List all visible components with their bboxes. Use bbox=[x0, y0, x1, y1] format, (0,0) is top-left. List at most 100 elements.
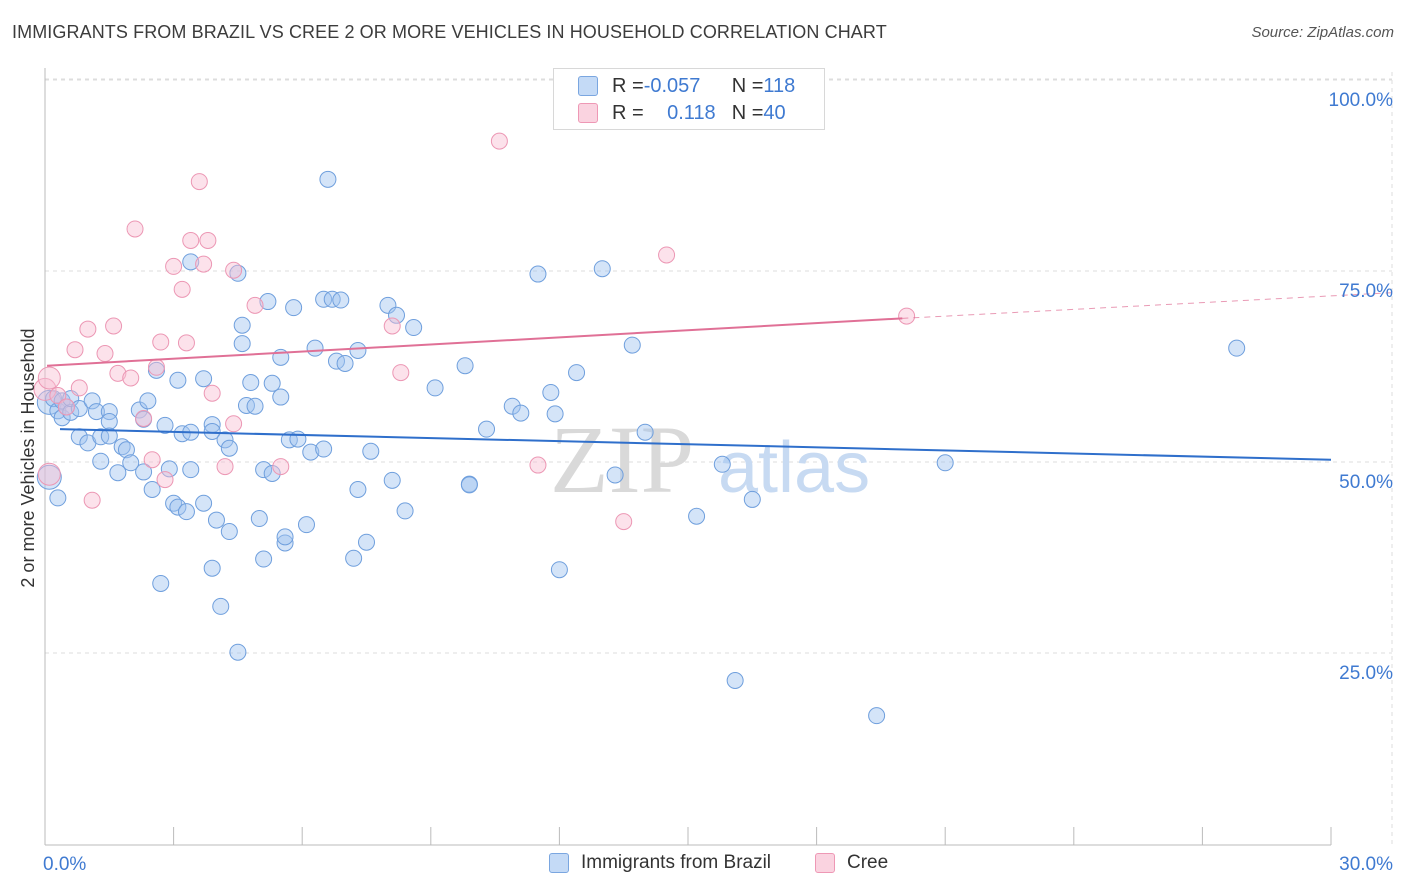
brazil-point bbox=[169, 371, 187, 389]
brazil-point bbox=[606, 466, 624, 484]
brazil-point bbox=[276, 528, 294, 546]
cree-point bbox=[177, 334, 195, 352]
gridlines bbox=[45, 72, 1393, 845]
cree-trend-line bbox=[46, 317, 903, 367]
brazil-point bbox=[169, 498, 187, 516]
brazil-point bbox=[122, 454, 140, 472]
y-axis-label: 2 or more Vehicles in Household bbox=[18, 328, 38, 587]
brazil-point bbox=[289, 430, 307, 448]
brazil-point bbox=[100, 413, 118, 431]
brazil-point bbox=[242, 374, 260, 392]
cree-point bbox=[246, 296, 264, 314]
cree-point bbox=[70, 379, 88, 397]
brazil-point bbox=[276, 534, 294, 552]
brazil-point bbox=[280, 431, 298, 449]
cree-point bbox=[49, 387, 67, 405]
trend-lines bbox=[46, 292, 1393, 461]
brazil-point bbox=[306, 339, 324, 357]
watermark-zip: ZIP bbox=[550, 406, 694, 513]
correlation-legend: R = -0.057 N = 118 R = 0.118 N = 40 bbox=[553, 68, 825, 130]
brazil-point bbox=[182, 461, 200, 479]
legend-n-value-cree: 40 bbox=[763, 101, 786, 124]
brazil-point bbox=[349, 341, 367, 359]
brazil-point bbox=[388, 306, 406, 324]
brazil-point bbox=[237, 396, 255, 414]
watermark-atlas: atlas bbox=[718, 428, 870, 508]
brazil-point bbox=[212, 597, 230, 615]
brazil-point bbox=[87, 403, 105, 421]
brazil-point bbox=[203, 559, 221, 577]
brazil-point bbox=[315, 290, 333, 308]
brazil-point bbox=[117, 441, 135, 459]
brazil-point bbox=[130, 401, 148, 419]
cree-point bbox=[195, 255, 213, 273]
brazil-point bbox=[405, 319, 423, 337]
brazil-point bbox=[70, 400, 88, 418]
brazil-point bbox=[92, 452, 110, 470]
brazil-point bbox=[379, 296, 397, 314]
brazil-point bbox=[233, 335, 251, 353]
brazil-point bbox=[336, 354, 354, 372]
cree-point bbox=[57, 398, 75, 416]
brazil-point bbox=[139, 392, 157, 410]
brazil-point bbox=[83, 392, 101, 410]
cree-point bbox=[83, 491, 101, 509]
legend-r-value-brazil: -0.057 bbox=[643, 74, 701, 97]
cree-point bbox=[272, 458, 290, 476]
bottom-legend-label-cree: Cree bbox=[847, 852, 889, 873]
brazil-point bbox=[92, 428, 110, 446]
cree-point bbox=[96, 345, 114, 363]
bottom-legend-label-brazil: Immigrants from Brazil bbox=[581, 852, 772, 873]
brazil-point bbox=[358, 533, 375, 551]
legend-n-label: N = bbox=[731, 74, 764, 97]
brazil-point bbox=[220, 439, 238, 457]
cree-point bbox=[216, 458, 234, 476]
brazil-point bbox=[109, 464, 127, 482]
legend-swatch-brazil bbox=[578, 76, 598, 96]
brazil-point bbox=[229, 643, 247, 661]
y-tick-label: 75.0% bbox=[1339, 281, 1393, 302]
legend-n-label: N = bbox=[731, 101, 764, 124]
brazil-point bbox=[383, 471, 401, 489]
brazil-trend-line bbox=[59, 428, 1332, 461]
brazil-point bbox=[936, 454, 954, 472]
y-tick-label: 25.0% bbox=[1339, 663, 1393, 684]
brazil-point bbox=[362, 442, 380, 460]
brazil-point bbox=[100, 427, 118, 445]
brazil-point bbox=[272, 388, 290, 406]
brazil-point bbox=[263, 464, 281, 482]
cree-point bbox=[37, 366, 61, 390]
brazil-point bbox=[623, 336, 641, 354]
cree-point bbox=[392, 364, 410, 382]
brazil-point bbox=[868, 707, 886, 725]
cree-point bbox=[79, 320, 97, 338]
brazil-point bbox=[743, 490, 761, 508]
brazil-point bbox=[478, 420, 496, 438]
brazil-point bbox=[460, 476, 478, 494]
cree-point bbox=[126, 220, 144, 238]
watermark: ZIP atlas bbox=[550, 406, 870, 513]
cree-point bbox=[156, 471, 174, 489]
brazil-point bbox=[100, 403, 118, 421]
brazil-point bbox=[160, 460, 178, 478]
axes bbox=[44, 68, 1332, 846]
brazil-point bbox=[456, 357, 474, 375]
brazil-point bbox=[636, 423, 654, 441]
brazil-point bbox=[246, 397, 264, 415]
cree-point bbox=[182, 231, 200, 249]
brazil-point bbox=[503, 397, 521, 415]
brazil-point bbox=[1228, 339, 1246, 357]
brazil-point bbox=[297, 516, 315, 534]
tick-labels: 25.0% 50.0% 75.0% 100.0% 0.0% 30.0% bbox=[43, 90, 1393, 875]
cree-point bbox=[109, 364, 127, 382]
brazil-point bbox=[319, 170, 337, 188]
brazil-point bbox=[726, 672, 744, 690]
brazil-point bbox=[203, 422, 221, 440]
bottom-legend-brazil: Immigrants from Brazil bbox=[549, 852, 771, 874]
cree-point bbox=[898, 307, 916, 325]
legend-row-cree: R = 0.118 N = 40 bbox=[578, 100, 786, 126]
brazil-point bbox=[135, 463, 153, 481]
cree-point bbox=[122, 369, 140, 387]
cree-trend-extension bbox=[902, 292, 1393, 319]
